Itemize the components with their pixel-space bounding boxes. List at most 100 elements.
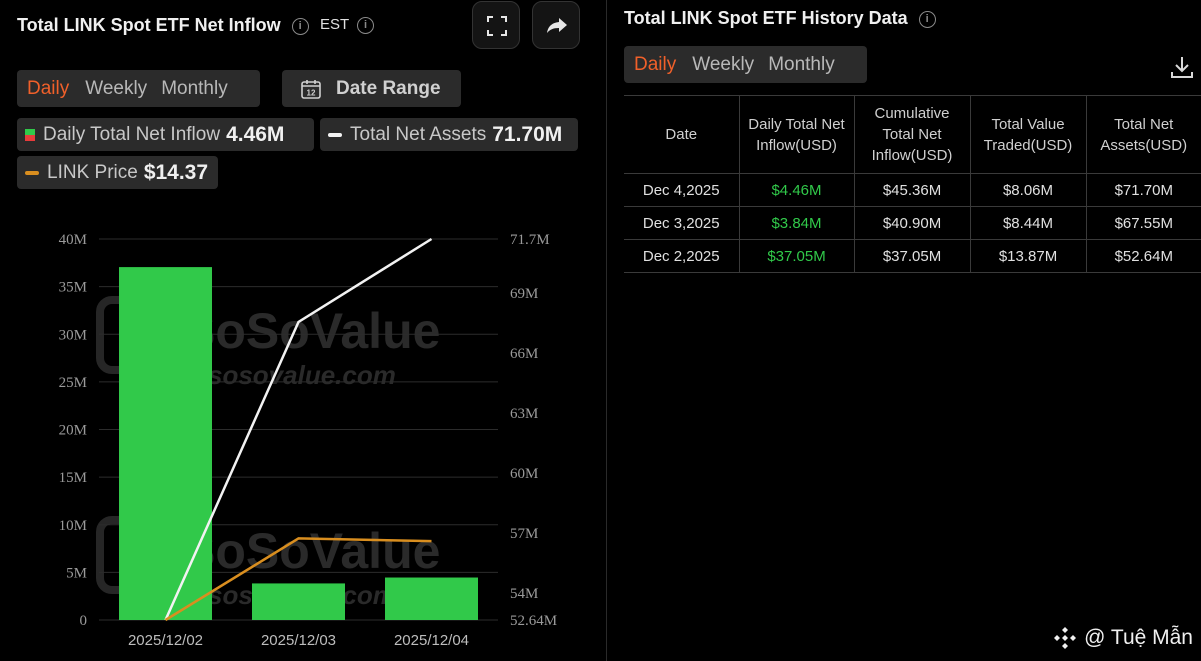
price-legend-marker (25, 170, 39, 175)
watermark-brand-text: SoSoValue (182, 523, 440, 579)
binance-logo-icon (1054, 627, 1077, 649)
credit-text: @ Tuệ Mẫn (1084, 626, 1193, 649)
cell-date: Dec 3,2025 (624, 206, 739, 240)
x-tick-label: 2025/12/04 (394, 632, 469, 649)
legend-price-value: $14.37 (143, 160, 209, 184)
y-right-tick-label: 52.64M (510, 613, 557, 629)
cell-cumulative: $45.36M (853, 173, 970, 207)
timezone-info-icon[interactable]: i (357, 16, 375, 34)
period-tabs: Daily Weekly Monthly (17, 70, 260, 107)
col-value-traded[interactable]: Total Value Traded(USD) (969, 95, 1086, 174)
legend-inflow-label: Daily Total Net Inflow (43, 123, 221, 145)
y-right-tick-label: 69M (510, 286, 538, 302)
inflow-bar (119, 267, 212, 620)
assets-legend-marker (328, 132, 342, 137)
y-left-tick-label: 0 (80, 613, 88, 629)
cell-assets: $71.70M (1085, 173, 1201, 207)
cell-assets: $52.64M (1085, 239, 1201, 273)
history-title: Total LINK Spot ETF History Data i (624, 8, 936, 29)
col-cumulative-inflow[interactable]: Cumulative Total Net Inflow(USD) (853, 95, 970, 174)
timezone-label: EST i (320, 16, 375, 34)
y-right-tick-label: 63M (510, 406, 538, 422)
table-header-row: Date Daily Total Net Inflow(USD) Cumulat… (624, 95, 1201, 174)
panel-divider (606, 0, 607, 661)
legend-inflow-value: 4.46M (226, 122, 285, 146)
cell-traded: $13.87M (969, 239, 1086, 273)
fullscreen-icon (487, 16, 507, 36)
history-tab-weekly[interactable]: Weekly (692, 53, 755, 75)
y-left-tick-label: 40M (59, 232, 87, 248)
y-left-tick-label: 30M (59, 327, 87, 343)
cell-daily-inflow: $3.84M (738, 206, 854, 240)
inflow-bar (252, 583, 345, 620)
table-row: Dec 2,2025 $37.05M $37.05M $13.87M $52.6… (624, 239, 1201, 273)
cell-assets: $67.55M (1085, 206, 1201, 240)
download-icon (1171, 57, 1193, 78)
y-right-tick-label: 60M (510, 466, 538, 482)
tick-layer: 0 5M 10M 15M 20M 25M 30M 35M 40M 52.64M 54M 57M 60M 6… (59, 232, 557, 649)
table-row: Dec 3,2025 $3.84M $40.90M $8.44M $67.55M (624, 206, 1201, 240)
history-info-icon[interactable]: i (918, 10, 936, 28)
date-range-label: Date Range (336, 77, 441, 99)
legend-inflow[interactable]: Daily Total Net Inflow 4.46M (17, 118, 314, 151)
history-title-text: Total LINK Spot ETF History Data (624, 8, 908, 28)
history-period-tabs: Daily Weekly Monthly (624, 46, 867, 83)
history-tab-daily[interactable]: Daily (634, 53, 677, 75)
watermark-brand-text: SoSoValue (182, 303, 440, 359)
cell-traded: $8.06M (969, 173, 1086, 207)
y-left-tick-label: 35M (59, 280, 87, 296)
watermark-layer: SoSoValuesosovalue.comSoSoValuesosovalue… (96, 296, 440, 610)
legend-assets-label: Total Net Assets (350, 123, 487, 145)
line-layer (164, 237, 433, 622)
cell-cumulative: $40.90M (853, 206, 970, 240)
col-date[interactable]: Date (624, 95, 739, 174)
legend-assets[interactable]: Total Net Assets 71.70M (320, 118, 578, 151)
tab-weekly[interactable]: Weekly (85, 77, 148, 99)
history-panel: Total LINK Spot ETF History Data i Daily… (607, 0, 1201, 661)
cell-traded: $8.44M (969, 206, 1086, 240)
x-tick-label: 2025/12/03 (261, 632, 336, 649)
chart-title: Total LINK Spot ETF Net Inflow i (17, 15, 309, 36)
y-right-tick-label: 57M (510, 526, 538, 542)
author-credit: @ Tuệ Mẫn (1052, 625, 1193, 651)
chart-title-text: Total LINK Spot ETF Net Inflow (17, 15, 281, 35)
calendar-icon-text: 12 (307, 88, 316, 97)
price-line (164, 537, 432, 622)
y-left-tick-label: 15M (59, 470, 87, 486)
y-left-tick-label: 10M (59, 518, 87, 534)
y-left-tick-label: 25M (59, 375, 87, 391)
calendar-icon: 12 (301, 79, 321, 99)
table-row: Dec 4,2025 $4.46M $45.36M $8.06M $71.70M (624, 173, 1201, 207)
history-tab-monthly[interactable]: Monthly (768, 53, 835, 75)
timezone-text: EST (320, 16, 349, 33)
col-daily-inflow[interactable]: Daily Total Net Inflow(USD) (738, 95, 854, 174)
share-button[interactable] (532, 1, 580, 49)
tab-monthly[interactable]: Monthly (161, 77, 228, 99)
inflow-bar (385, 577, 478, 620)
inflow-legend-marker (25, 128, 35, 141)
col-net-assets[interactable]: Total Net Assets(USD) (1085, 95, 1201, 174)
cell-cumulative: $37.05M (853, 239, 970, 273)
y-right-tick-label: 71.7M (510, 232, 550, 248)
cell-daily-inflow: $37.05M (738, 239, 854, 273)
download-button[interactable] (1169, 54, 1195, 85)
tab-daily[interactable]: Daily (27, 77, 70, 99)
bar-layer (119, 267, 478, 620)
y-left-tick-label: 5M (66, 565, 87, 581)
info-icon[interactable]: i (291, 17, 309, 35)
watermark-url-text: sosovalue.com (208, 360, 396, 390)
history-table: Date Daily Total Net Inflow(USD) Cumulat… (624, 95, 1201, 273)
fullscreen-button[interactable] (472, 1, 520, 49)
legend-price[interactable]: LINK Price $14.37 (17, 156, 218, 189)
cell-date: Dec 4,2025 (624, 173, 739, 207)
share-icon (547, 18, 567, 33)
y-left-tick-label: 20M (59, 423, 87, 439)
inflow-chart: SoSoValuesosovalue.comSoSoValuesosovalue… (59, 232, 557, 649)
net-inflow-panel: Total LINK Spot ETF Net Inflow i EST i D… (17, 1, 580, 649)
legend-assets-value: 71.70M (492, 122, 563, 146)
x-tick-label: 2025/12/02 (128, 632, 203, 649)
assets-line (164, 237, 433, 621)
y-right-tick-label: 54M (510, 586, 538, 602)
date-range-button[interactable]: 12 Date Range (282, 70, 461, 107)
